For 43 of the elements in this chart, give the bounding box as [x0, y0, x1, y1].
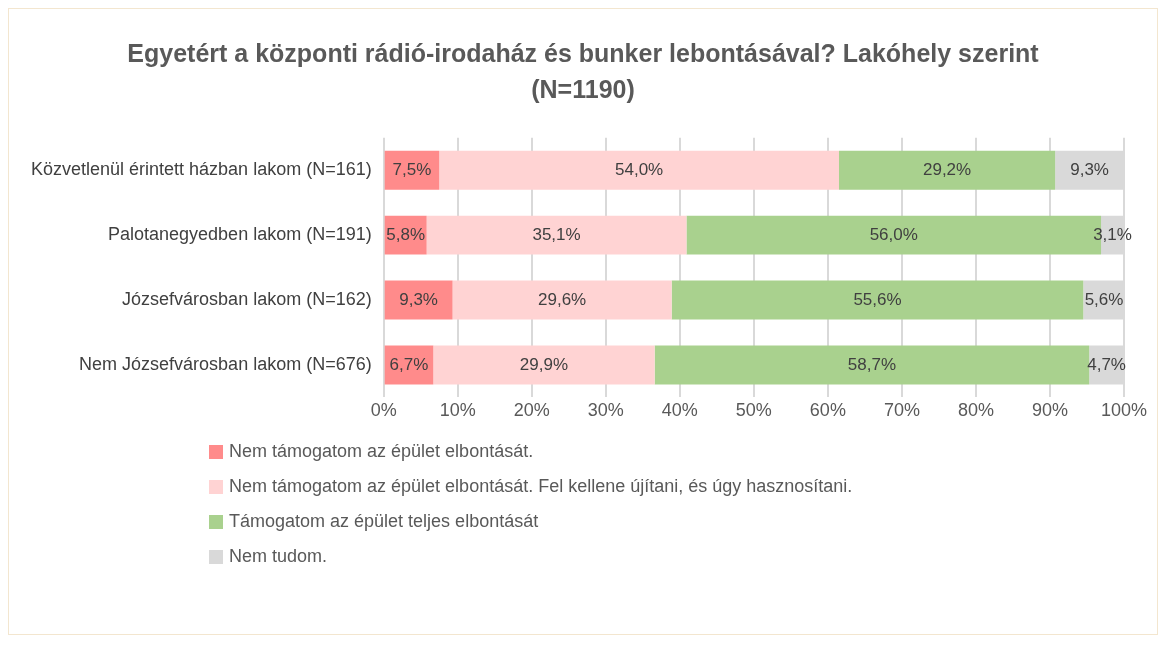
data-label: 29,2% — [922, 159, 972, 179]
legend-label: Nem tudom. — [229, 546, 328, 567]
x-tick-label: 0% — [370, 400, 397, 421]
data-label: 6,7% — [389, 354, 429, 374]
x-tick-label: 90% — [1031, 400, 1068, 421]
data-label: 35,1% — [532, 224, 581, 244]
x-tick-label: 30% — [587, 400, 624, 421]
data-label: 4,7% — [1087, 354, 1126, 374]
x-tick-label: 100% — [1100, 400, 1148, 421]
data-label: 5,6% — [1084, 289, 1124, 309]
bar — [439, 150, 839, 190]
legend-label: Támogatom az épület teljes elbontását — [229, 511, 539, 532]
data-label: 5,8% — [386, 224, 426, 244]
data-label: 9,3% — [399, 289, 438, 309]
data-label: 29,9% — [519, 354, 569, 374]
data-label: 56,0% — [869, 224, 918, 244]
legend-label: Nem támogatom az épület elbontását. Fel kellene újítani, és úgy hasznosítani. — [229, 476, 853, 497]
data-label: 3,1% — [1093, 224, 1132, 244]
data-label: 9,3% — [1070, 159, 1109, 179]
bar — [671, 280, 1084, 320]
y-tick-label: Józsefvárosban lakom (N=162) — [122, 289, 372, 310]
data-label: 54,0% — [615, 159, 664, 179]
x-tick-label: 60% — [809, 400, 846, 421]
x-tick-label: 70% — [883, 400, 920, 421]
x-tick-label: 10% — [439, 400, 476, 421]
bar — [426, 215, 687, 255]
y-tick-label: Közvetlenül érintett házban lakom (N=161) — [30, 159, 372, 180]
x-tick-label: 50% — [735, 400, 772, 421]
y-tick-label: Palotanegyedben lakom (N=191) — [108, 224, 372, 245]
data-label: 58,7% — [847, 354, 897, 374]
data-label: 7,5% — [392, 159, 432, 179]
bar — [384, 280, 453, 320]
bar — [838, 150, 1056, 190]
x-tick-label: 20% — [513, 400, 550, 421]
x-tick-label: 80% — [957, 400, 994, 421]
chart-title: Egyetért a központi rádió-irodaház és bunker lebontásával? Lakóhely szerint (N=1190) — [126, 38, 1040, 105]
data-label: 29,6% — [538, 289, 587, 309]
x-tick-label: 40% — [661, 400, 698, 421]
data-label: 55,6% — [853, 289, 902, 309]
legend-label: Nem támogatom az épület elbontását. — [229, 441, 534, 462]
y-tick-label: Nem Józsefvárosban lakom (N=676) — [79, 353, 372, 374]
bar — [433, 345, 655, 385]
bar — [452, 280, 672, 320]
